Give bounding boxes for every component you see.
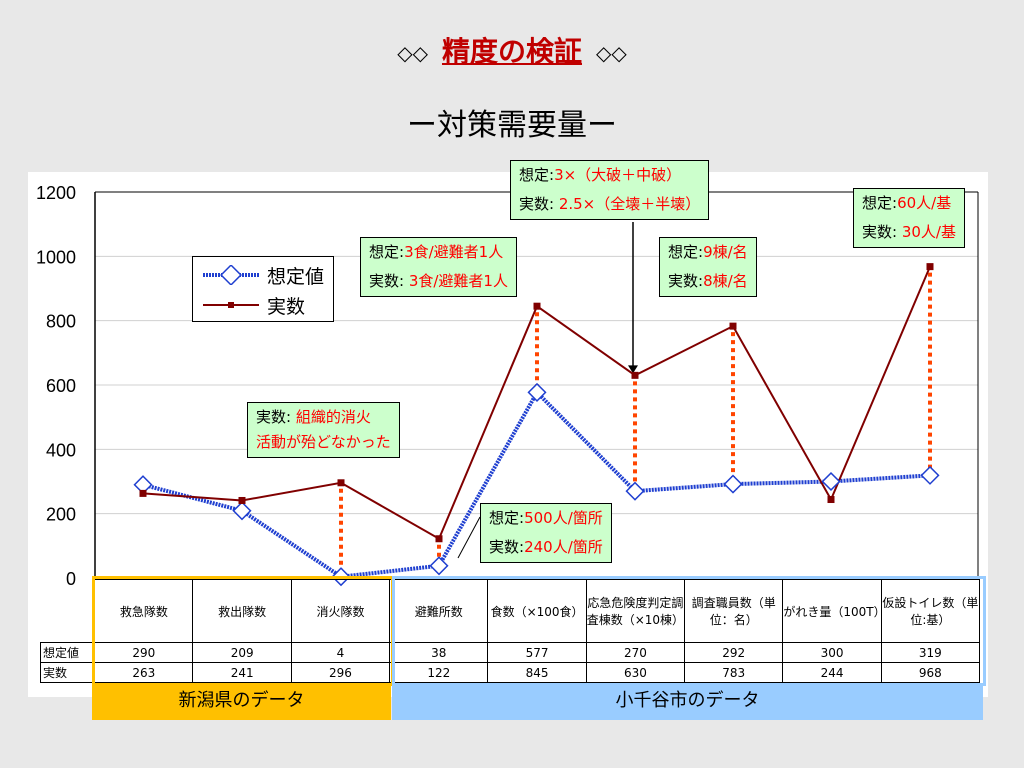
callout-label: 想定: [668,243,704,261]
point-assumed [527,382,547,402]
callout-value: 活動が殆どなかった [256,433,391,451]
ojiya-group-frame [392,576,986,686]
callout-staff: 想定:9棟/名 実数:8棟/名 [659,237,757,297]
chart-legend: 想定値 実数 [192,256,334,322]
y-tick-label: 400 [46,440,76,460]
header-cell: 避難所数 [389,579,489,643]
callout-value: 30人/基 [901,223,956,241]
point-assumed [232,501,252,521]
callout-value: 500人/箇所 [524,509,603,527]
callout-value: 60人/基 [897,194,952,212]
point-assumed [625,481,645,501]
callout-leader [457,516,481,559]
header-cell: 救出隊数 [192,579,292,643]
callout-value: 9棟/名 [703,243,748,261]
point-actual [631,371,639,379]
row-label: 実数 [39,662,96,683]
ojiya-group-label: 小千谷市のデータ [392,684,983,720]
table-cell: 845 [487,662,587,683]
point-actual [926,263,934,271]
point-actual [139,489,147,497]
callout-label: 想定: [369,243,405,261]
point-actual [337,479,345,487]
callout-building-check: 想定:3×（大破＋中破） 実数: 2.5×（全壊＋半壊） [510,160,710,220]
callout-label: 実数: [489,538,525,556]
point-actual [827,496,835,504]
callout-label: 想定: [489,509,525,527]
table-cell: 968 [880,662,981,683]
table-row: 実数 263 241 296 122 845 630 783 244 968 [39,662,981,683]
callout-label: 想定: [862,194,898,212]
y-tick-label: 0 [66,569,76,589]
legend-label-assumed: 想定値 [267,265,325,288]
niigata-group-frame [92,576,394,686]
slide-subtitle: ー対策需要量ー [407,108,617,143]
callout-value: 8棟/名 [703,272,748,290]
point-actual [533,302,541,310]
callout-toilets: 想定:60人/基 実数: 30人/基 [853,188,965,248]
header-cell: 仮設トイレ数（単位:基） [880,579,981,643]
title-prefix: ◇◇ [397,41,428,65]
table-cell: 630 [585,662,686,683]
table-cell: 241 [192,662,292,683]
title-text: 精度の検証 [441,35,582,68]
table-cell: 263 [94,662,194,683]
point-assumed [429,556,449,576]
callout-shelters: 想定:500人/箇所 実数:240人/箇所 [480,503,612,563]
header-cell: がれき量（100T） [782,579,886,643]
callout-value: 組織的消火 [295,408,371,426]
y-tick-label: 800 [46,312,76,332]
callout-fire: 実数: 組織的消火 活動が殆どなかった [247,402,400,458]
table-cell: 122 [389,662,489,683]
point-assumed [133,475,153,495]
y-tick-label: 1000 [36,247,76,267]
point-assumed [920,465,940,485]
point-actual [729,322,737,330]
point-assumed [821,471,841,492]
callout-value: 3食/避難者1人 [404,243,504,261]
legend-line-actual-icon [203,302,259,308]
data-table: 救急隊数 救出隊数 消火隊数 避難所数 食数（×100食） 応急危険度判定調査棟… [39,579,981,683]
callout-arrow-head [628,365,638,374]
slide-title: ◇◇ 精度の検証 ◇◇ [0,30,1024,70]
point-assumed [723,474,743,494]
callout-label: 実数: [519,195,559,213]
table-cell: 38 [389,642,489,663]
point-actual [238,496,246,504]
legend-item-actual: 実数 [201,290,305,320]
callout-label: 実数: [369,272,409,290]
table-cell: 244 [782,662,882,683]
y-tick-label: 200 [46,505,76,525]
y-tick-label: 600 [46,376,76,396]
header-cell: 調査職員数（単位：名） [684,579,784,643]
legend-item-assumed: 想定値 [201,260,324,290]
callout-label: 実数: [862,223,902,241]
niigata-group-label: 新潟県のデータ [92,684,391,720]
callout-value: 2.5×（全壊＋半壊） [558,195,701,213]
legend-line-assumed-icon [203,265,259,285]
table-corner [40,579,96,643]
point-actual [435,535,443,543]
header-cell: 救急隊数 [94,579,194,643]
callout-label: 実数: [668,272,704,290]
callout-value: 240人/箇所 [524,538,603,556]
table-cell: 783 [684,662,784,683]
table-cell: 296 [290,662,391,683]
header-cell: 消火隊数 [290,579,391,643]
callout-meals: 想定:3食/避難者1人 実数: 3食/避難者1人 [360,237,517,297]
callout-label: 想定: [519,166,555,184]
y-tick-label: 1200 [36,183,76,203]
callout-label: 実数: [256,408,296,426]
callout-value: 3食/避難者1人 [408,272,508,290]
row-label: 想定値 [39,642,96,663]
legend-label-actual: 実数 [267,295,306,318]
title-suffix: ◇◇ [596,41,627,65]
callout-value: 3×（大破＋中破） [554,166,682,184]
